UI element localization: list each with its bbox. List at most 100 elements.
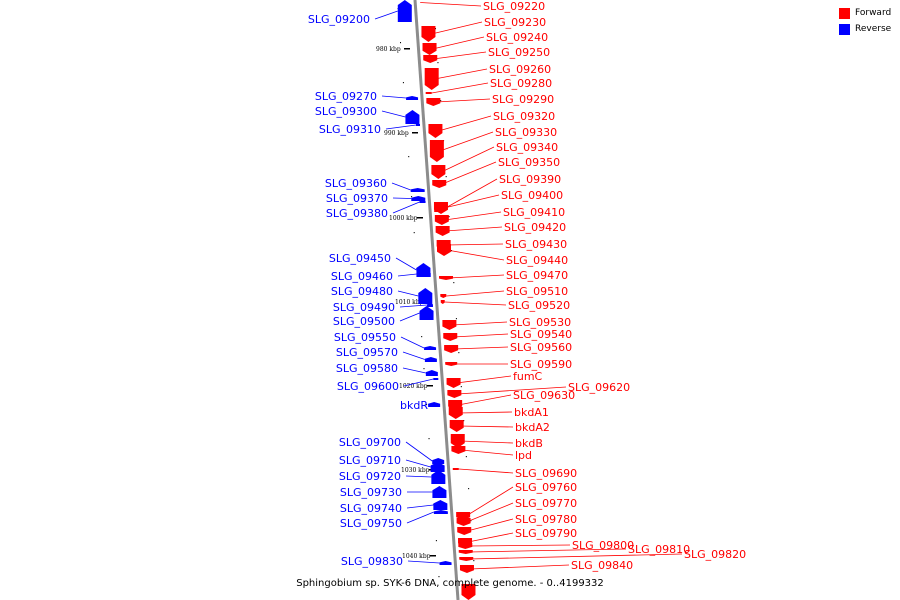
forward-gene-label-slg-09340: SLG_09340: [496, 141, 558, 154]
forward-gene-slg-09520: [440, 300, 445, 304]
forward-gene-slg-09340: [431, 165, 446, 179]
reverse-gene-label-slg-09360: SLG_09360: [325, 177, 387, 190]
forward-gene-slg-09260: [424, 68, 439, 90]
backbone-tick-18: [421, 336, 423, 338]
forward-leader-slg-09810: [468, 548, 627, 553]
reverse-gene-slg-09460: [416, 271, 431, 277]
forward-leader-slg-09630: [458, 394, 512, 406]
forward-leader-slg-09390: [439, 178, 498, 212]
forward-gene-label-slg-09620: SLG_09620: [568, 381, 630, 394]
reverse-leader-slg-09710: [405, 459, 431, 468]
reverse-gene-label-slg-09480: SLG_09480: [331, 285, 393, 298]
forward-gene-slg-09820: [459, 557, 474, 561]
scale-label-980-kbp: 980 kbp: [376, 46, 401, 53]
legend-reverse: Reverse: [839, 24, 891, 40]
forward-leader-slg-09800: [468, 544, 571, 547]
forward-gene-bkda2: [449, 420, 464, 432]
forward-gene-slg-09800: [458, 543, 473, 549]
forward-leader-slg-09520: [444, 301, 507, 306]
backbone-tick-21: [460, 386, 462, 388]
reverse-gene-label-slg-09490: SLG_09490: [333, 301, 395, 314]
forward-gene-slg-09440: [437, 244, 451, 256]
reverse-leader-slg-09360: [391, 182, 411, 191]
genome-caption: Sphingobium sp. SYK-6 DNA, complete geno…: [296, 578, 604, 589]
forward-leader-slg-09410: [444, 211, 502, 221]
reverse-gene-label-slg-09500: SLG_09500: [333, 315, 395, 328]
backbone-tick-32: [438, 576, 440, 578]
reverse-gene-bkdr: [428, 402, 441, 407]
forward-leader-lpd: [461, 449, 514, 456]
forward-gene-slg-09840: [459, 565, 474, 573]
reverse-swatch: [839, 24, 850, 35]
forward-leader-slg-09290: [436, 98, 491, 103]
forward-gene-label-slg-09760: SLG_09760: [515, 481, 577, 494]
forward-swatch: [839, 8, 850, 19]
reverse-gene-label-slg-09580: SLG_09580: [336, 362, 398, 375]
forward-gene-slg-09690: [452, 468, 459, 470]
reverse-gene-label-slg-09740: SLG_09740: [340, 502, 402, 515]
forward-gene-slg-09280: [425, 92, 432, 94]
backbone-tick-19: [458, 352, 460, 354]
forward-gene-label-slg-09220: SLG_09220: [483, 0, 545, 13]
forward-gene-slg-09330: [429, 140, 444, 162]
forward-leader-slg-09530: [452, 321, 508, 326]
reverse-gene-slg-09310: [416, 124, 420, 126]
reverse-leader-slg-09500: [399, 312, 420, 322]
forward-leader-slg-09690: [458, 468, 514, 474]
reverse-leader-slg-09200: [374, 10, 398, 20]
scale-mark-0: [404, 48, 410, 50]
reverse-gene-label-slg-09730: SLG_09730: [340, 486, 402, 499]
reverse-gene-label-slg-09700: SLG_09700: [339, 436, 401, 449]
backbone-tick-3: [437, 62, 439, 64]
reverse-leader-slg-09490: [399, 304, 427, 308]
forward-leader-slg-09330: [439, 131, 494, 152]
forward-gene-slg-09470: [439, 276, 454, 280]
reverse-gene-slg-09500: [419, 306, 434, 320]
scale-label-1030-kbp: 1030 kbp: [401, 467, 430, 474]
reverse-leader-slg-09460: [397, 273, 417, 277]
backbone-tick-4: [402, 82, 404, 84]
backbone-tick-30: [435, 540, 437, 542]
reverse-gene-slg-09490: [426, 303, 433, 307]
forward-leader-slg-09430: [446, 243, 504, 246]
reverse-gene-label-slg-09270: SLG_09270: [315, 90, 377, 103]
forward-leader-slg-09280: [431, 82, 489, 94]
forward-leader-slg-09440: [446, 249, 505, 261]
forward-gene-slg-09240: [422, 43, 437, 55]
reverse-gene-label-bkdr: bkdR: [400, 399, 428, 412]
scale-label-1020-kbp: 1020 kbp: [399, 383, 428, 390]
forward-gene-bkdb: [450, 434, 465, 448]
forward-gene-slg-09510: [440, 294, 447, 298]
reverse-gene-label-slg-09830: SLG_09830: [341, 555, 403, 568]
forward-leader-slg-09400: [443, 194, 500, 209]
forward-gene-label-slg-09250: SLG_09250: [488, 46, 550, 59]
forward-leader-slg-09340: [441, 146, 495, 173]
reverse-gene-slg-09740: [433, 500, 448, 510]
reverse-leader-slg-09480: [397, 290, 419, 297]
reverse-gene-slg-09710: [430, 462, 445, 472]
forward-gene-label-slg-09280: SLG_09280: [490, 77, 552, 90]
reverse-leader-slg-09380: [392, 201, 420, 214]
backbone-tick-9: [445, 176, 447, 178]
forward-gene-label-slg-09540: SLG_09540: [510, 328, 572, 341]
forward-gene-label-slg-09560: SLG_09560: [510, 341, 572, 354]
forward-gene-label-bkda2: bkdA2: [515, 421, 550, 434]
reverse-gene-label-slg-09310: SLG_09310: [319, 123, 381, 136]
forward-gene-label-bkdb: bkdB: [515, 437, 543, 450]
reverse-gene-slg-09580: [425, 370, 438, 376]
reverse-gene-slg-09730: [432, 486, 447, 498]
backbone-tick-27: [468, 488, 470, 490]
reverse-gene-slg-09360: [410, 188, 425, 192]
backbone-tick-25: [465, 456, 467, 458]
forward-gene-edge: [461, 584, 476, 600]
forward-gene-slg-09230: [421, 26, 436, 42]
scale-label-1000-kbp: 1000 kbp: [389, 215, 418, 222]
scale-mark-4: [427, 385, 433, 387]
forward-leader-fumc: [456, 375, 512, 384]
legend-forward: Forward: [839, 8, 891, 24]
reverse-gene-slg-09600: [433, 378, 439, 380]
forward-leader-slg-09540: [453, 333, 509, 338]
forward-leader-slg-09250: [433, 51, 487, 60]
reverse-leader-slg-09300: [381, 110, 406, 118]
